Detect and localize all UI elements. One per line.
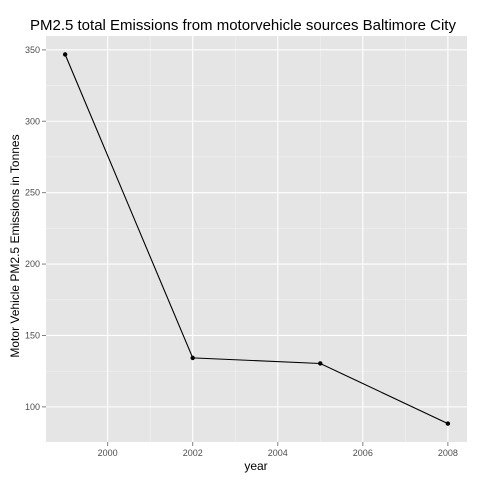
x-tick-label: 2006 (353, 448, 373, 458)
x-tick-label: 2000 (98, 448, 118, 458)
x-axis-ticks: 2000 2002 2004 2006 2008 (98, 442, 458, 458)
data-point (62, 52, 68, 57)
x-axis-label: year (244, 459, 267, 473)
y-axis-label: Motor Vehicle PM2.5 Emissions in Tonnes (8, 134, 22, 357)
y-tick-label: 300 (25, 116, 40, 126)
plot-panel (46, 36, 467, 442)
series-line (64, 54, 449, 425)
x-tick-label: 2002 (183, 448, 203, 458)
y-tick-label: 350 (25, 45, 40, 55)
y-tick-label: 250 (25, 188, 40, 198)
x-tick-label: 2008 (438, 448, 458, 458)
data-point (318, 361, 323, 366)
data-point (190, 355, 195, 361)
y-tick-label: 100 (25, 402, 40, 412)
minor-gridlines (46, 36, 467, 442)
major-gridlines (46, 36, 467, 442)
x-tick-label: 2004 (268, 448, 288, 458)
y-tick-label: 150 (25, 330, 40, 340)
y-tick-label: 200 (25, 259, 40, 269)
y-axis-ticks: 100 150 200 250 300 350 (25, 45, 46, 412)
data-points (62, 52, 451, 426)
chart-title: PM2.5 total Emissions from motorvehicle … (30, 17, 456, 34)
data-point (445, 421, 451, 426)
